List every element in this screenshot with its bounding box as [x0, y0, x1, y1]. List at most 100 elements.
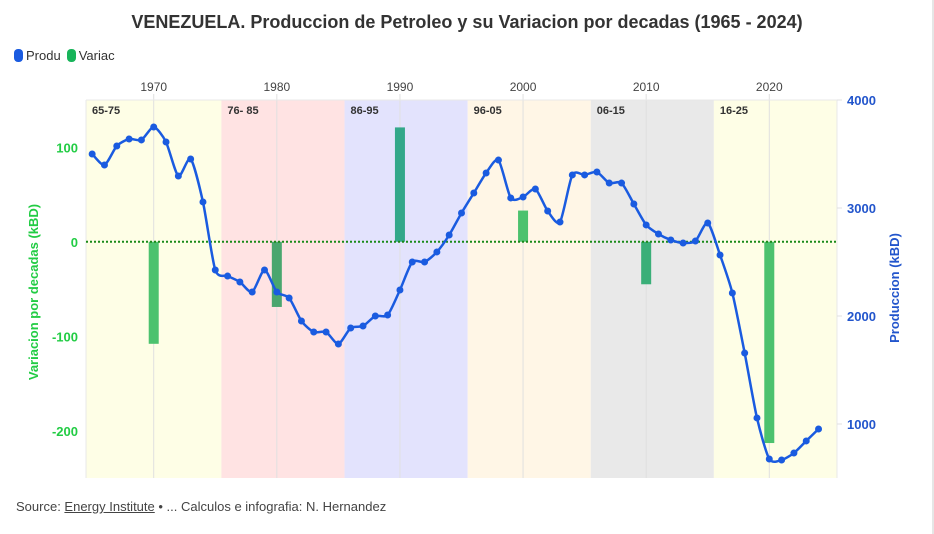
variation-bar-1990	[394, 127, 405, 242]
production-point-1966	[100, 161, 108, 169]
production-point-2014	[691, 237, 699, 245]
production-point-2006	[593, 168, 601, 176]
production-point-2011	[654, 230, 662, 238]
x-tick-label-1990: 1990	[387, 80, 414, 94]
production-point-2023	[802, 437, 810, 445]
production-point-1982	[297, 317, 305, 325]
production-point-2020	[765, 455, 773, 463]
production-point-1970	[150, 123, 158, 131]
production-point-2008	[618, 179, 626, 187]
x-tick-label-1980: 1980	[263, 80, 290, 94]
y-left-tick-label-2: -100	[52, 329, 78, 344]
production-point-1988	[371, 312, 379, 320]
production-point-1995	[458, 209, 465, 217]
production-point-1975	[211, 266, 219, 274]
variation-bars	[148, 127, 775, 444]
legend-swatch-variac	[66, 49, 76, 62]
production-point-1983	[310, 328, 318, 336]
production-point-1990	[396, 286, 404, 294]
production-point-1969	[137, 136, 145, 144]
band-label-0: 65-75	[92, 105, 120, 117]
axes: 1970 1980 1990 2000 2010 20201000-100-2004000…	[26, 80, 902, 439]
production-point-2021	[778, 456, 786, 464]
y-left-tick-label-0: 100	[56, 140, 78, 155]
production-point-1994	[445, 231, 453, 239]
production-point-2015	[704, 219, 712, 227]
production-point-2009	[630, 200, 638, 208]
production-point-1980	[273, 288, 281, 296]
y-right-tick-label-1: 3000	[847, 201, 876, 216]
production-point-1965	[88, 150, 96, 158]
production-point-2001	[531, 185, 539, 193]
production-point-2012	[667, 236, 675, 244]
y-right-tick-label-2: 2000	[847, 309, 876, 324]
band-3	[467, 100, 591, 478]
y-left-tick-label-3: -200	[52, 424, 78, 439]
y-right-axis-title: Produccion (kBD)	[887, 233, 902, 343]
production-point-2017	[728, 289, 736, 297]
production-point-1999	[507, 194, 515, 202]
production-point-2016	[716, 251, 724, 259]
y-left-tick-label-1: 0	[71, 235, 78, 250]
legend-swatch-produ	[14, 49, 23, 62]
production-point-2003	[556, 218, 564, 226]
x-tick-label-2010: 2010	[633, 80, 660, 94]
production-point-1986	[347, 324, 355, 332]
production-point-1992	[421, 258, 429, 266]
production-point-1967	[113, 142, 121, 150]
production-point-1984	[322, 328, 330, 336]
production-point-2005	[581, 171, 589, 179]
y-right-tick-label-0: 4000	[847, 93, 876, 108]
production-point-2013	[679, 239, 687, 247]
legend: Produ Variac	[14, 48, 121, 63]
production-point-1968	[125, 135, 133, 143]
production-point-1998	[494, 156, 502, 164]
production-point-1987	[359, 322, 367, 330]
production-point-1973	[187, 155, 195, 163]
production-point-1981	[285, 294, 293, 302]
x-tick-label-1970: 1970	[140, 80, 167, 94]
production-point-1979	[261, 266, 269, 274]
production-point-1978	[248, 288, 256, 296]
production-point-1996	[470, 189, 478, 197]
legend-item-variac[interactable]: Variac	[66, 48, 115, 63]
band-4	[590, 100, 714, 478]
variation-bar-2020	[764, 241, 775, 444]
production-point-2022	[790, 449, 798, 457]
footer: Source: Energy Institute • ... Calculos …	[16, 499, 386, 514]
y-left-axis-title: Variacion por decadas (kBD)	[26, 204, 41, 380]
production-point-1989	[384, 311, 392, 319]
legend-item-produ[interactable]: Produ	[14, 48, 61, 63]
x-tick-label-2000: 2000	[510, 80, 537, 94]
production-point-2002	[544, 207, 552, 215]
production-point-2019	[753, 414, 761, 422]
source-link[interactable]: Energy Institute	[64, 499, 155, 514]
band-label-3: 96-05	[474, 105, 502, 117]
production-point-2010	[642, 221, 650, 229]
y-right-tick-label-3: 1000	[847, 417, 876, 432]
band-label-2: 86-95	[351, 105, 379, 117]
production-point-1985	[334, 340, 342, 348]
variation-bar-1970	[148, 241, 159, 344]
footer-credits: • ... Calculos e infografia: N. Hernande…	[154, 499, 387, 514]
decade-bands: 65-75 76- 85 86-95 96-05 06-15 16-25	[86, 100, 837, 478]
production-point-2004	[568, 171, 576, 179]
production-point-1971	[162, 138, 170, 146]
production-point-2024	[815, 425, 823, 433]
band-label-4: 06-15	[597, 105, 625, 117]
variation-bar-2000	[518, 210, 529, 242]
legend-label-variac: Variac	[78, 48, 115, 63]
footer-source-prefix: Source:	[16, 499, 65, 514]
production-point-2000	[519, 193, 527, 201]
scrollbar-edge	[932, 0, 934, 534]
production-point-1977	[236, 278, 244, 286]
production-point-1974	[199, 198, 207, 206]
production-point-2018	[741, 349, 749, 357]
production-point-1972	[174, 172, 182, 180]
production-point-1993	[433, 248, 441, 256]
production-point-2007	[605, 179, 613, 187]
band-5	[713, 100, 837, 478]
production-point-1976	[224, 272, 232, 280]
band-label-5: 16-25	[720, 105, 748, 117]
